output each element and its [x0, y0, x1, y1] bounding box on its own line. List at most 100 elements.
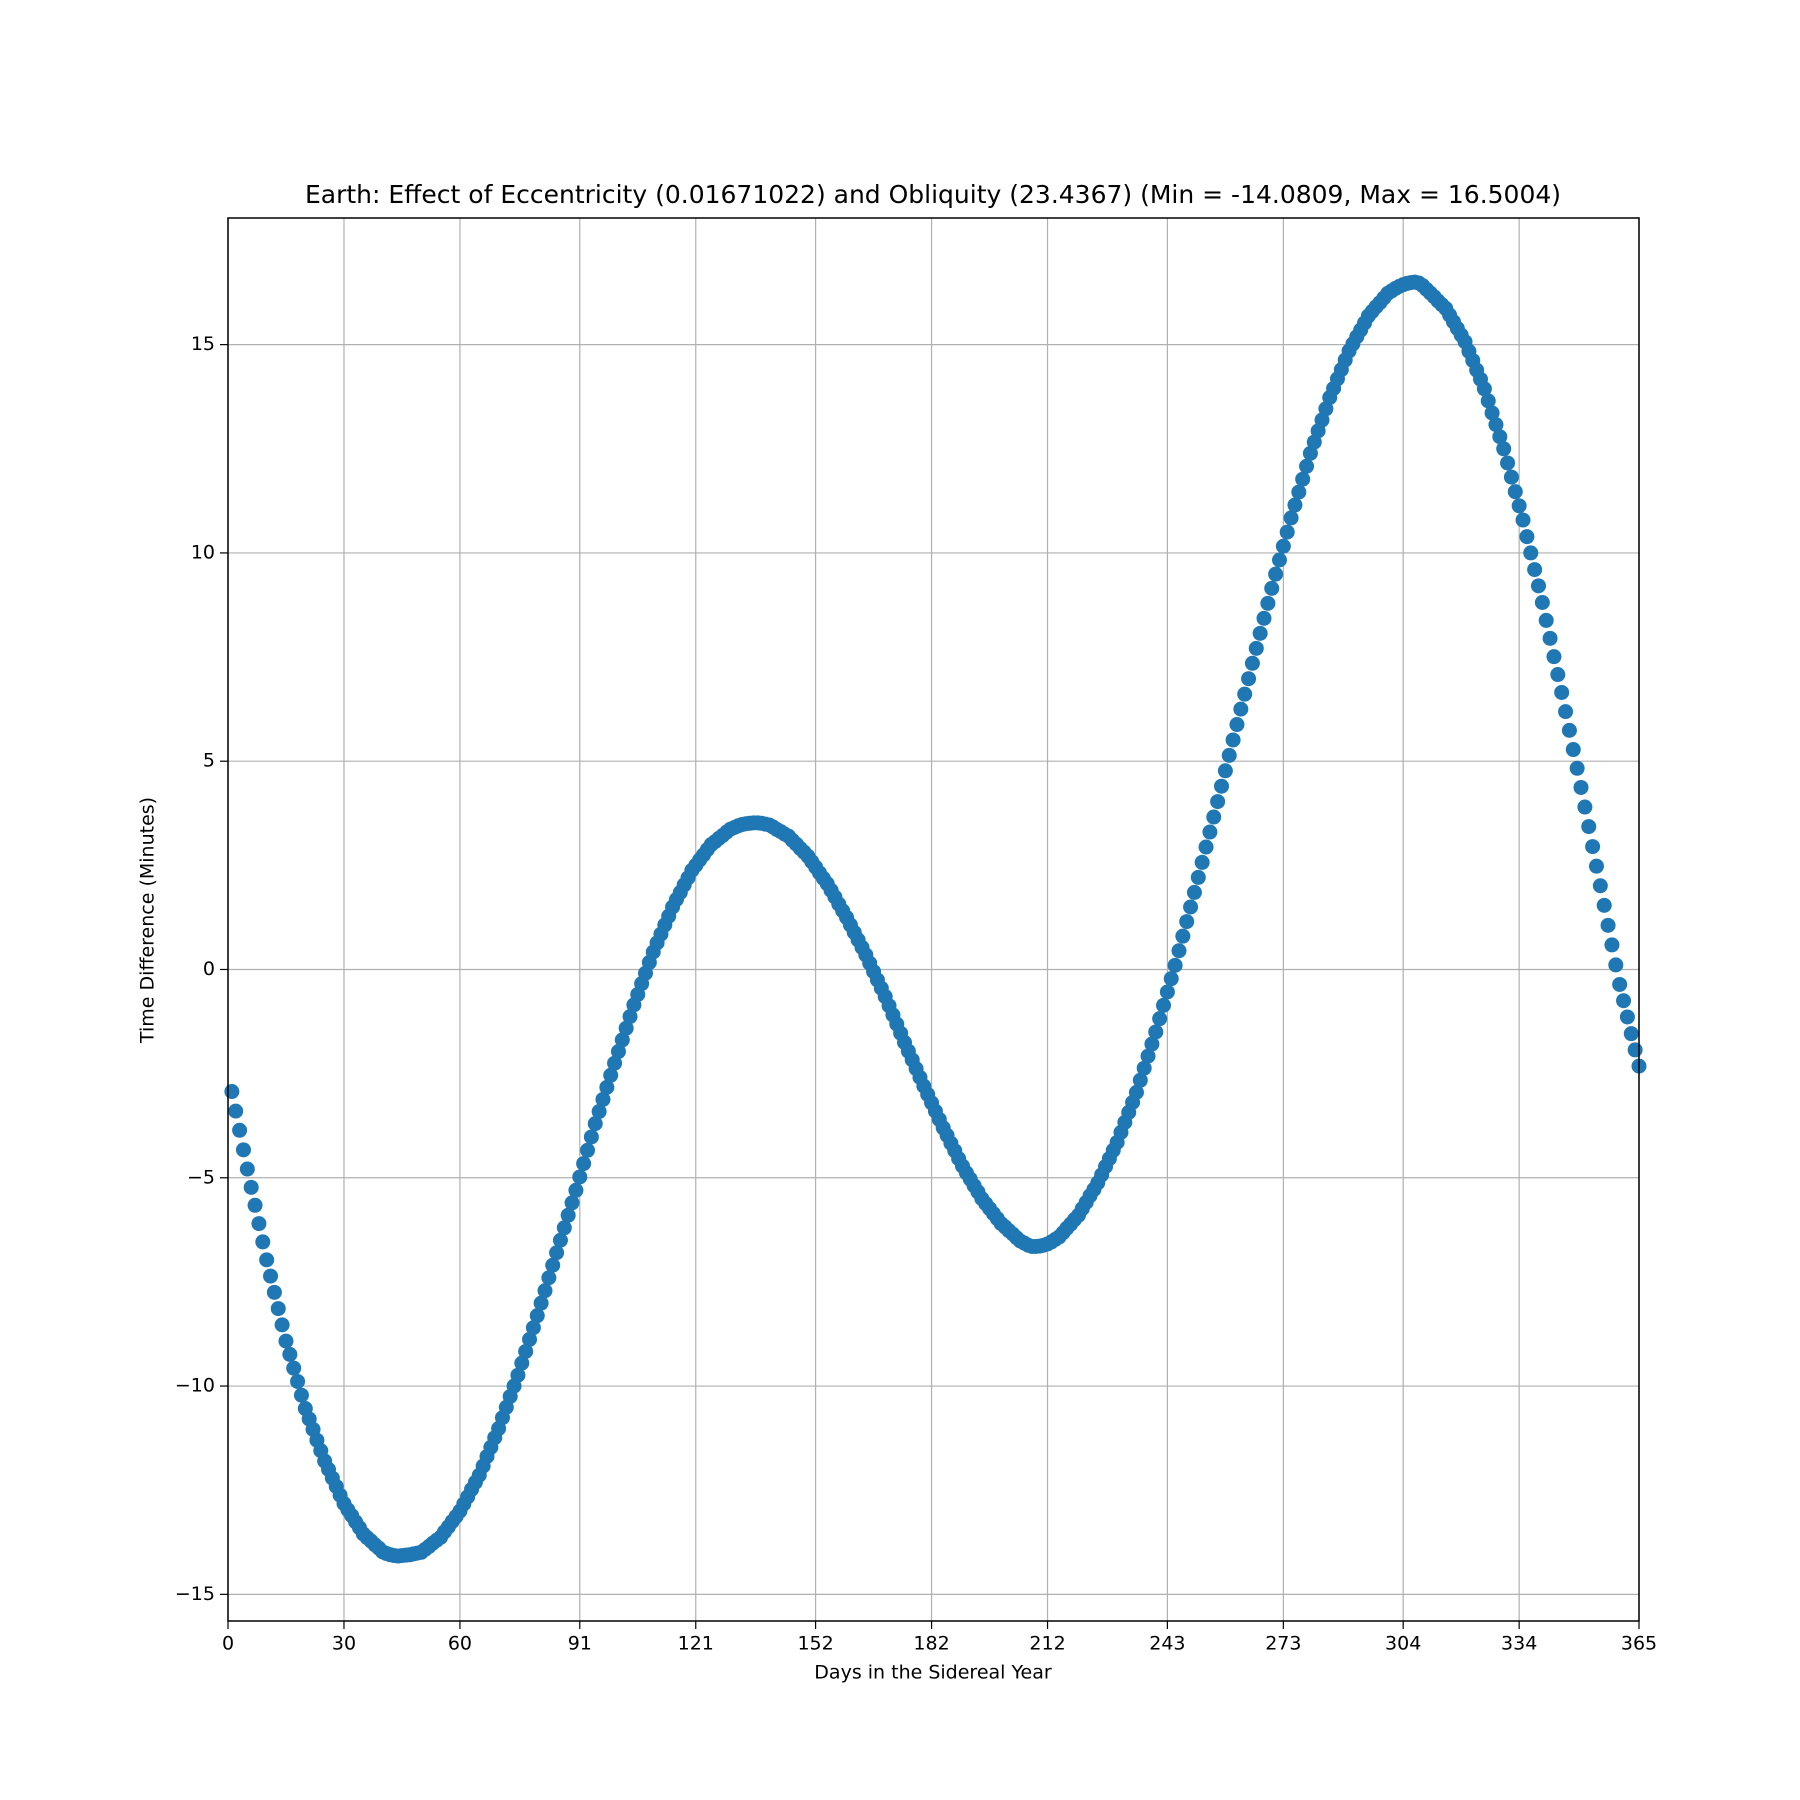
scatter-point: [1488, 417, 1504, 433]
x-tick-label: 91: [568, 1633, 592, 1655]
scatter-point: [1534, 594, 1550, 610]
scatter-point: [1163, 971, 1179, 987]
scatter-point: [537, 1283, 553, 1299]
scatter-point: [1275, 538, 1291, 554]
y-tick-label: 0: [203, 958, 215, 980]
scatter-point: [1596, 897, 1612, 913]
scatter-point: [529, 1308, 545, 1324]
scatter-point: [1558, 704, 1574, 720]
scatter-point: [1604, 937, 1620, 953]
scatter-point: [1171, 943, 1187, 959]
x-tick-label: 304: [1385, 1633, 1421, 1655]
scatter-point: [1496, 441, 1512, 457]
scatter-point: [1136, 1060, 1152, 1076]
scatter-point: [1585, 839, 1601, 855]
scatter-point: [1148, 1024, 1164, 1040]
scatter-point: [1159, 984, 1175, 1000]
scatter-point: [1198, 839, 1214, 855]
x-tick-label: 152: [797, 1633, 833, 1655]
scatter-point: [1619, 1009, 1635, 1025]
scatter-point: [1565, 742, 1581, 758]
scatter-point: [286, 1360, 302, 1376]
scatter-point: [1500, 455, 1516, 471]
scatter-point: [1573, 779, 1589, 795]
scatter-point: [1291, 484, 1307, 500]
scatter-point: [1612, 976, 1628, 992]
scatter-point: [552, 1232, 568, 1248]
scatter-point: [1268, 566, 1284, 582]
x-tick-label: 243: [1149, 1633, 1185, 1655]
scatter-point: [1252, 625, 1268, 641]
scatter-point: [228, 1103, 244, 1119]
scatter-point: [1616, 993, 1632, 1009]
scatter-point: [282, 1346, 298, 1362]
scatter-point: [1156, 997, 1172, 1013]
scatter-point: [1588, 858, 1604, 874]
scatter-point: [239, 1161, 255, 1177]
scatter-point: [1476, 381, 1492, 397]
scatter-point: [1186, 884, 1202, 900]
scatter-point: [1283, 510, 1299, 526]
x-axis-label: Days in the Sidereal Year: [814, 1662, 1052, 1684]
y-tick-label: −5: [187, 1166, 215, 1188]
scatter-point: [1530, 578, 1546, 594]
scatter-point: [1217, 763, 1233, 779]
x-tick-label: 334: [1501, 1633, 1537, 1655]
scatter-point: [1128, 1084, 1144, 1100]
scatter-point: [541, 1270, 557, 1286]
scatter-point: [1225, 732, 1241, 748]
x-tick-label: 212: [1029, 1633, 1065, 1655]
scatter-point: [1260, 595, 1276, 611]
scatter-point: [514, 1355, 530, 1371]
x-tick-label: 60: [448, 1633, 472, 1655]
scatter-point: [1241, 671, 1257, 687]
scatter-point: [1248, 640, 1264, 656]
scatter-point: [1527, 562, 1543, 578]
scatter-point: [1287, 497, 1303, 513]
scatter-point: [583, 1129, 599, 1145]
scatter-point: [1523, 545, 1539, 561]
scatter-point: [266, 1284, 282, 1300]
scatter-point: [1592, 878, 1608, 894]
scatter-point: [1183, 899, 1199, 915]
scatter-point: [556, 1220, 572, 1236]
scatter-point: [1507, 484, 1523, 500]
x-tick-label: 273: [1265, 1633, 1301, 1655]
scatter-point: [247, 1197, 263, 1213]
scatter-point: [1581, 819, 1597, 835]
scatter-point: [545, 1257, 561, 1273]
scatter-point: [1244, 655, 1260, 671]
scatter-point: [560, 1207, 576, 1223]
scatter-point: [1175, 928, 1191, 944]
x-tick-label: 121: [678, 1633, 714, 1655]
y-tick-label: 10: [191, 541, 215, 563]
scatter-point: [1569, 760, 1585, 776]
scatter-point: [1144, 1036, 1160, 1052]
scatter-point: [1256, 610, 1272, 626]
scatter-point: [1600, 917, 1616, 933]
scatter-point: [1577, 799, 1593, 815]
scatter-point: [1492, 429, 1508, 445]
scatter-point: [587, 1116, 603, 1132]
scatter-point: [1152, 1011, 1168, 1027]
scatter-point: [568, 1182, 584, 1198]
scatter-point: [1213, 778, 1229, 794]
scatter-point: [1194, 854, 1210, 870]
scatter-point: [259, 1252, 275, 1268]
scatter-point: [622, 1009, 638, 1025]
scatter-point: [1202, 824, 1218, 840]
scatter-point: [572, 1169, 588, 1185]
scatter-point: [1542, 630, 1558, 646]
scatter-point: [293, 1387, 309, 1403]
scatter-point: [533, 1295, 549, 1311]
scatter-point: [263, 1268, 279, 1284]
scatter-point: [1299, 458, 1315, 474]
scatter-point: [1554, 684, 1570, 700]
scatter-point: [1550, 667, 1566, 683]
scatter-point: [525, 1320, 541, 1336]
scatter-point: [255, 1234, 271, 1250]
scatter-point: [1546, 649, 1562, 665]
